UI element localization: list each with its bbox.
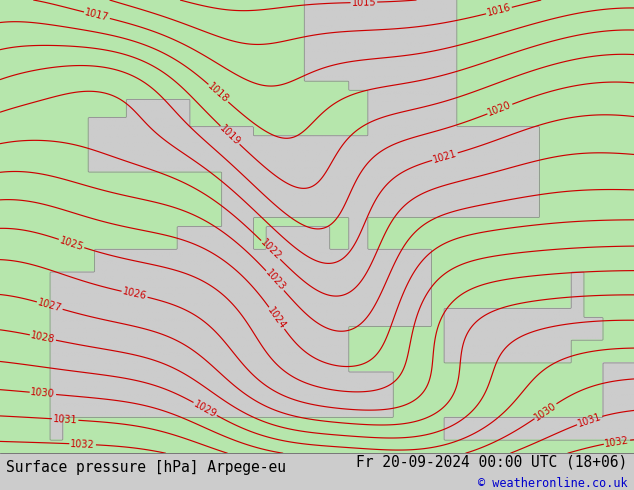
Text: 1015: 1015 [351, 0, 377, 8]
Text: 1030: 1030 [30, 387, 56, 399]
Text: 1016: 1016 [486, 3, 512, 19]
Text: 1023: 1023 [263, 268, 287, 293]
Text: 1017: 1017 [84, 7, 110, 23]
Text: 1022: 1022 [258, 238, 283, 262]
Text: © weatheronline.co.uk: © weatheronline.co.uk [478, 477, 628, 490]
Text: 1032: 1032 [70, 439, 95, 450]
Text: 1032: 1032 [604, 435, 630, 449]
Text: 1025: 1025 [58, 235, 85, 252]
Text: 1019: 1019 [217, 123, 242, 147]
Text: 1024: 1024 [266, 305, 288, 331]
Text: 1026: 1026 [122, 287, 148, 302]
Text: 1018: 1018 [206, 81, 231, 105]
Text: 1031: 1031 [576, 412, 603, 429]
Text: Fr 20-09-2024 00:00 UTC (18+06): Fr 20-09-2024 00:00 UTC (18+06) [356, 455, 628, 470]
Text: 1028: 1028 [30, 330, 56, 345]
Text: 1020: 1020 [486, 100, 513, 118]
Text: 1030: 1030 [533, 400, 559, 422]
Text: 1029: 1029 [192, 398, 218, 419]
Text: 1027: 1027 [37, 297, 63, 314]
Text: 1031: 1031 [53, 414, 78, 425]
Text: 1021: 1021 [432, 148, 458, 165]
Text: Surface pressure [hPa] Arpege-eu: Surface pressure [hPa] Arpege-eu [6, 461, 287, 475]
